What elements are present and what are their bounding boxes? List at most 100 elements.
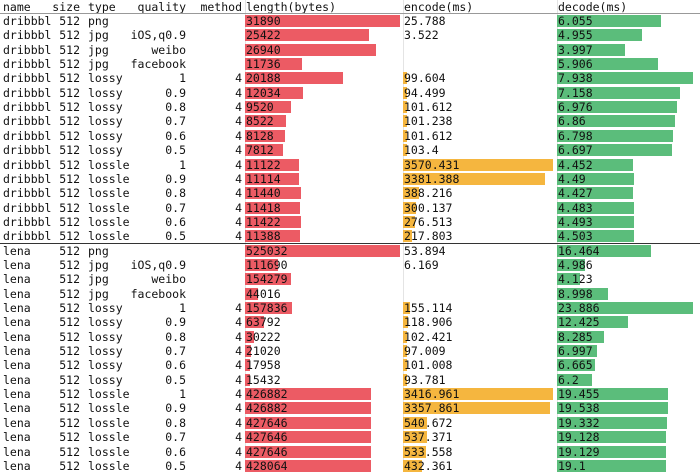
data-bar bbox=[245, 101, 292, 114]
data-bar bbox=[557, 15, 661, 27]
cell: 6.86 bbox=[558, 114, 586, 129]
data-bar bbox=[245, 58, 303, 71]
cell: dribbbl bbox=[3, 71, 52, 86]
data-bar bbox=[245, 459, 372, 472]
cell: 0.7 bbox=[165, 430, 186, 445]
data-bar bbox=[557, 258, 586, 271]
cell: lena bbox=[3, 315, 31, 330]
cell: lossy bbox=[88, 301, 123, 315]
data-bar bbox=[557, 431, 666, 444]
data-bar bbox=[403, 416, 427, 429]
cell: 11418 bbox=[246, 200, 281, 215]
cell: 388.216 bbox=[404, 186, 453, 201]
cell: lena bbox=[3, 444, 31, 459]
cell: lena bbox=[3, 301, 31, 315]
cell: 101.008 bbox=[404, 358, 453, 373]
cell: lossle bbox=[88, 430, 130, 445]
cell: lossle bbox=[88, 444, 130, 459]
data-bar bbox=[403, 144, 408, 157]
cell: 0.6 bbox=[165, 358, 186, 373]
data-bar bbox=[245, 330, 254, 343]
cell: dribbbl bbox=[3, 14, 52, 28]
cell: 0.5 bbox=[165, 372, 186, 387]
cell: 5.906 bbox=[558, 57, 593, 72]
data-bar bbox=[557, 330, 605, 343]
cell: 4 bbox=[235, 301, 242, 315]
cell: jpg bbox=[88, 57, 109, 72]
data-bar bbox=[557, 72, 693, 85]
cell: 4 bbox=[235, 100, 242, 115]
cell: 19.332 bbox=[558, 415, 600, 430]
data-bar bbox=[245, 230, 301, 243]
cell: 512 bbox=[59, 444, 80, 459]
data-bar bbox=[245, 258, 278, 271]
cell: dribbbl bbox=[3, 57, 52, 72]
cell: 4 bbox=[235, 71, 242, 86]
cell: lossy bbox=[88, 372, 123, 387]
cell: 512 bbox=[59, 286, 80, 301]
cell: 1 bbox=[179, 387, 186, 402]
data-bar bbox=[245, 172, 300, 185]
cell: 525032 bbox=[246, 243, 288, 258]
cell: 0.5 bbox=[165, 458, 186, 473]
cell: 512 bbox=[59, 57, 80, 72]
data-bar bbox=[557, 215, 634, 228]
cell: 512 bbox=[59, 85, 80, 100]
cell: lossy bbox=[88, 344, 123, 359]
cell: 512 bbox=[59, 387, 80, 402]
cell: 512 bbox=[59, 315, 80, 330]
cell: 4 bbox=[235, 229, 242, 244]
cell: 4 bbox=[235, 372, 242, 387]
cell: png bbox=[88, 14, 109, 28]
cell: 25422 bbox=[246, 28, 281, 43]
cell: 4 bbox=[235, 143, 242, 158]
data-bar bbox=[245, 43, 376, 56]
cell: 427646 bbox=[246, 444, 288, 459]
cell: 4 bbox=[235, 214, 242, 229]
cell: 426882 bbox=[246, 401, 288, 416]
data-bar bbox=[557, 115, 675, 128]
data-bar bbox=[245, 187, 301, 200]
cell: 93.781 bbox=[404, 372, 446, 387]
cell: 8.998 bbox=[558, 286, 593, 301]
data-bar bbox=[557, 86, 680, 99]
column-header: decode(ms) bbox=[558, 0, 628, 14]
cell: lossle bbox=[88, 229, 130, 244]
cell: 4.483 bbox=[558, 200, 593, 215]
cell: 11114 bbox=[246, 171, 281, 186]
data-bar bbox=[245, 359, 251, 372]
cell: 19.128 bbox=[558, 430, 600, 445]
cell: 94.499 bbox=[404, 85, 446, 100]
cell: 30222 bbox=[246, 329, 281, 344]
cell: lena bbox=[3, 257, 31, 272]
cell: 21020 bbox=[246, 344, 281, 359]
cell: 512 bbox=[59, 344, 80, 359]
cell: 23.886 bbox=[558, 301, 600, 315]
cell: 0.9 bbox=[165, 401, 186, 416]
data-bar bbox=[557, 230, 635, 243]
cell: jpg bbox=[88, 272, 109, 287]
cell: lena bbox=[3, 329, 31, 344]
cell: dribbbl bbox=[3, 229, 52, 244]
cell: 432.361 bbox=[404, 458, 453, 473]
cell: 512 bbox=[59, 200, 80, 215]
data-bar bbox=[557, 445, 666, 458]
cell: 537.371 bbox=[404, 430, 453, 445]
cell: 1 bbox=[179, 157, 186, 172]
cell: lossy bbox=[88, 329, 123, 344]
cell: 0.9 bbox=[165, 85, 186, 100]
data-bar bbox=[403, 72, 408, 85]
data-bar bbox=[245, 215, 301, 228]
cell: 8522 bbox=[246, 114, 274, 129]
cell: 4 bbox=[235, 315, 242, 330]
data-bar bbox=[403, 316, 409, 329]
cell: lossy bbox=[88, 315, 123, 330]
data-bar bbox=[403, 402, 551, 415]
cell: 7.158 bbox=[558, 85, 593, 100]
cell: 427646 bbox=[246, 430, 288, 445]
cell: 512 bbox=[59, 71, 80, 86]
cell: dribbbl bbox=[3, 143, 52, 158]
cell: dribbbl bbox=[3, 171, 52, 186]
cell: 0.8 bbox=[165, 186, 186, 201]
cell: 4.49 bbox=[558, 171, 586, 186]
